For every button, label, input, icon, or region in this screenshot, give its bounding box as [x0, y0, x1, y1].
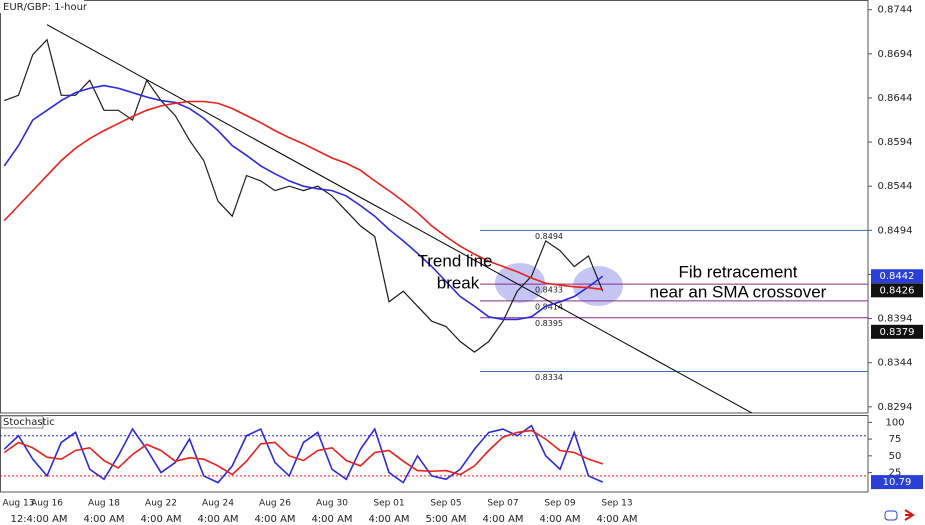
x-tick-label: Aug 22	[145, 499, 177, 509]
series-line	[3, 100, 603, 291]
y-tick-label: 0.8744	[878, 5, 913, 16]
price-marker-label: 0.8379	[880, 327, 915, 338]
y-tick-label: 100	[885, 417, 904, 428]
fib-label: 0.8433	[535, 286, 563, 295]
x-tick-label: Sep 01	[373, 499, 404, 509]
x-tick-label: Sep 09	[544, 499, 576, 509]
price-marker	[871, 269, 923, 284]
title-bg	[0, 0, 84, 13]
highlight-ellipse	[495, 263, 545, 303]
y-tick-label: 0.8494	[878, 225, 913, 236]
y-tick-label: 50	[889, 451, 902, 462]
y-tick-label: 0.8694	[878, 49, 913, 60]
x-tick-label: Sep 07	[487, 499, 518, 509]
x-tick-label: 4:00 AM	[596, 514, 637, 525]
x-tick-label: 4:00 AM	[311, 514, 352, 525]
x-tick-label: 12:	[10, 514, 26, 525]
x-tick-label: 4:00 AM	[140, 514, 181, 525]
y-tick-label: 0.8344	[878, 358, 913, 369]
icon[interactable]	[904, 509, 915, 521]
stoch-title-bg	[0, 415, 44, 429]
x-tick-label: Aug 18	[88, 499, 120, 509]
x-tick-label: Aug 13	[3, 499, 35, 509]
annotation: break	[437, 273, 480, 292]
price-marker-label: 0.8442	[880, 271, 915, 282]
fib-label: 0.8414	[535, 302, 563, 311]
fib-label: 0.8494	[535, 232, 563, 241]
series-line	[3, 429, 604, 476]
y-tick-label: 0.8594	[878, 137, 913, 148]
price-marker	[871, 324, 923, 339]
annotation: Fib retracement	[678, 262, 797, 281]
fib-label: 0.8334	[535, 373, 563, 382]
y-tick-label: 75	[889, 434, 902, 445]
highlight-ellipse	[573, 266, 623, 306]
stoch-title: Stochastic	[3, 417, 55, 428]
price-marker	[871, 283, 923, 298]
x-tick-label: Sep 05	[430, 499, 461, 509]
series-line	[4, 38, 604, 353]
x-tick-label: 4:00 AM	[83, 514, 124, 525]
chart-title: EUR/GBP: 1-hour	[3, 2, 88, 13]
main-frame	[0, 0, 869, 414]
x-tick-label: 4:00 AM	[254, 514, 295, 525]
x-tick-label: 5:00 AM	[425, 514, 466, 525]
series-line	[3, 424, 604, 484]
icon[interactable]	[884, 510, 898, 521]
x-tick-label: Aug 30	[316, 499, 348, 509]
x-tick-label: 4:00 AM	[482, 514, 523, 525]
price-marker-label: 10.79	[883, 477, 912, 488]
y-tick-label: 0.8644	[878, 93, 913, 104]
price-marker-label: 0.8426	[880, 285, 915, 296]
x-tick-label: 4:00 AM	[197, 514, 238, 525]
x-tick-label: Sep 13	[601, 499, 632, 509]
x-tick-label: 4:00 AM	[368, 514, 409, 525]
trend-line	[46, 24, 753, 413]
series-line	[3, 84, 604, 321]
y-tick-label: 0.8544	[878, 181, 913, 192]
annotation: near an SMA crossover	[650, 282, 827, 301]
y-tick-label: 0.8394	[878, 314, 913, 325]
annotation: Trend line	[418, 251, 493, 270]
x-tick-label: 4:00 AM	[26, 514, 67, 525]
fib-label: 0.8395	[535, 319, 563, 328]
y-tick-label: 25	[889, 468, 902, 479]
x-tick-label: 4:00 AM	[539, 514, 580, 525]
x-tick-label: Aug 16	[31, 499, 63, 509]
x-tick-label: Aug 26	[259, 499, 291, 509]
y-tick-label: 0.8294	[878, 402, 913, 413]
price-marker	[871, 475, 923, 490]
stoch-frame	[0, 415, 869, 493]
x-tick-label: Aug 24	[202, 499, 234, 509]
